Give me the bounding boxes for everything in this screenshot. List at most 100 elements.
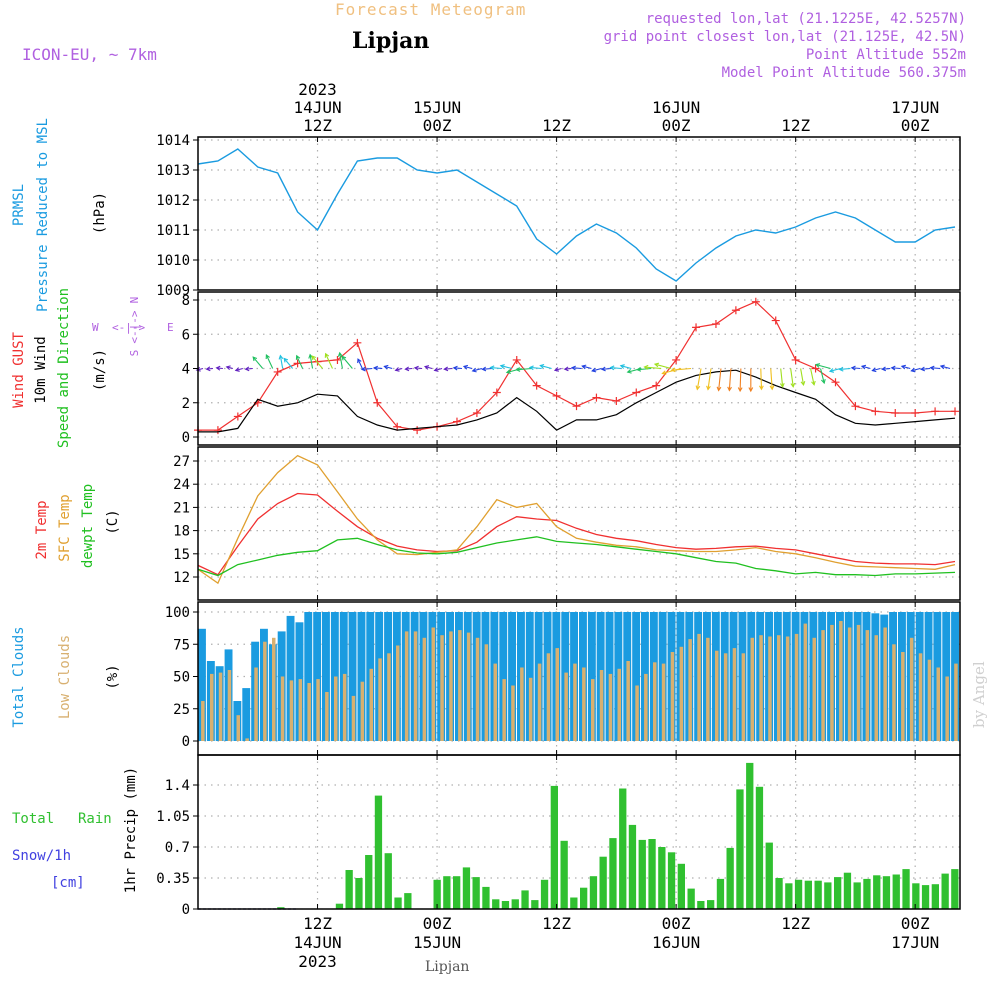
temp-labels: 2m Temp SFC Temp dewpt Temp (C) [34, 484, 121, 568]
bottom-time-label: 17JUN [891, 933, 939, 952]
wind-direction-arrow [718, 368, 722, 391]
low-cloud-bar [927, 659, 932, 741]
precip-bar [941, 873, 949, 909]
gust-marker [751, 297, 760, 306]
wind-direction-arrow [872, 367, 881, 372]
low-cloud-bar [803, 623, 808, 741]
wind-direction-arrow [571, 367, 582, 370]
compass-w: W [92, 321, 99, 334]
location-title: Lipjan [352, 28, 429, 54]
wind-direction-arrow [540, 364, 552, 370]
low-cloud-bar [812, 637, 816, 741]
precip-bar [765, 842, 773, 909]
gust-marker [871, 407, 880, 416]
precip-bar [560, 840, 568, 909]
wind-direction-arrow [610, 367, 622, 370]
credit-watermark: by Angel [970, 661, 988, 728]
top-time-label: 17JUN [891, 98, 939, 117]
gust-marker [951, 407, 960, 416]
pressure-line [197, 148, 956, 282]
model-altitude: Model Point Altitude 560.375m [722, 65, 966, 81]
total-cloud-bar [313, 612, 322, 741]
precip-bar [873, 875, 881, 909]
wind-arrow-head [205, 366, 211, 372]
y-tick-label: 0 [182, 734, 190, 750]
precip-bar [863, 878, 871, 909]
y-tick-label: 0.7 [165, 840, 190, 856]
precip-bar [433, 879, 441, 909]
low-cloud-bar [555, 648, 559, 741]
low-cloud-bar [396, 645, 400, 741]
gust-marker [891, 409, 900, 418]
y-tick-label: 15 [173, 547, 190, 563]
y-tick-label: 50 [173, 670, 190, 686]
wind-direction-arrow [529, 366, 542, 370]
bottom-time-label: 12Z [303, 914, 332, 933]
low-cloud-bar [635, 685, 639, 741]
wind-arrow-head [619, 364, 625, 369]
low-cloud-bar [422, 637, 427, 741]
wind10-label: 10m Wind [33, 336, 49, 403]
wind-arrow-head [394, 367, 400, 372]
precip-bar [638, 839, 646, 909]
low-cloud-bar [741, 653, 746, 741]
t2m-line [197, 492, 956, 576]
wind-direction-arrow [283, 358, 294, 369]
wind-arrow-head [636, 367, 642, 372]
wind-arrow-head [539, 363, 545, 369]
precip-bar [912, 883, 920, 909]
low-cloud-bar [785, 636, 790, 741]
wind-labels: Wind GUST 10m Wind Speed and Direction (… [11, 288, 108, 448]
wind-arrow-head [215, 365, 221, 371]
panel-frame [197, 446, 961, 601]
wind-arrow-head [404, 366, 410, 372]
low-cloud-bar [945, 676, 949, 741]
wind-direction-arrow [654, 363, 672, 370]
temp-unit: (C) [105, 509, 121, 534]
precip-bar [355, 878, 363, 909]
low-cloud-bar [466, 632, 471, 741]
wind-arrow-head [563, 366, 569, 372]
low-cloud-bar [342, 673, 347, 741]
wind-arrow-head [939, 364, 945, 370]
precip-bar [589, 876, 598, 909]
precip-bar [501, 901, 510, 909]
axis-layer: 1009101010111012101310140246812151821242… [156, 80, 961, 971]
low-cloud-bar [280, 676, 285, 741]
total-cloud-bar [242, 688, 251, 741]
precip-bar [677, 863, 685, 909]
y-tick-label: 100 [165, 605, 190, 621]
low-cloud-bar [847, 627, 852, 741]
gust-marker [771, 316, 780, 325]
precip-bar [472, 877, 480, 909]
low-cloud-bar [307, 683, 311, 741]
bottom-time-label: 16JUN [652, 933, 700, 952]
precip-bar [736, 789, 744, 909]
gust-marker [731, 306, 740, 315]
precip-bar [619, 788, 627, 909]
wind-arrow-head [311, 355, 316, 361]
wind-direction-arrow [235, 367, 243, 371]
wind-direction-arrow [592, 367, 602, 372]
wind-direction-arrow [911, 367, 921, 372]
total-cloud-bar [632, 612, 641, 741]
wind-arrow-head [295, 354, 301, 360]
wind-arrow-head [643, 364, 649, 370]
gust-marker [572, 402, 581, 411]
wind-arrow-head [591, 367, 597, 373]
wind-direction-arrow [930, 367, 941, 370]
wind-direction-arrow [325, 353, 333, 369]
precip-bar [755, 786, 764, 909]
low-cloud-bar [617, 668, 621, 741]
precip-bar [882, 876, 891, 909]
low-cloud-bar [892, 644, 896, 742]
gust-marker [532, 381, 541, 390]
low-cloud-bar [918, 653, 923, 741]
y-tick-label: 1014 [156, 133, 190, 149]
wind-arrow-head [900, 364, 906, 370]
y-tick-label: 1.05 [156, 809, 190, 825]
precip-bar [628, 824, 637, 909]
wind-direction-arrow [644, 366, 662, 370]
precip-bar [277, 907, 285, 909]
precip-bar [687, 888, 695, 909]
